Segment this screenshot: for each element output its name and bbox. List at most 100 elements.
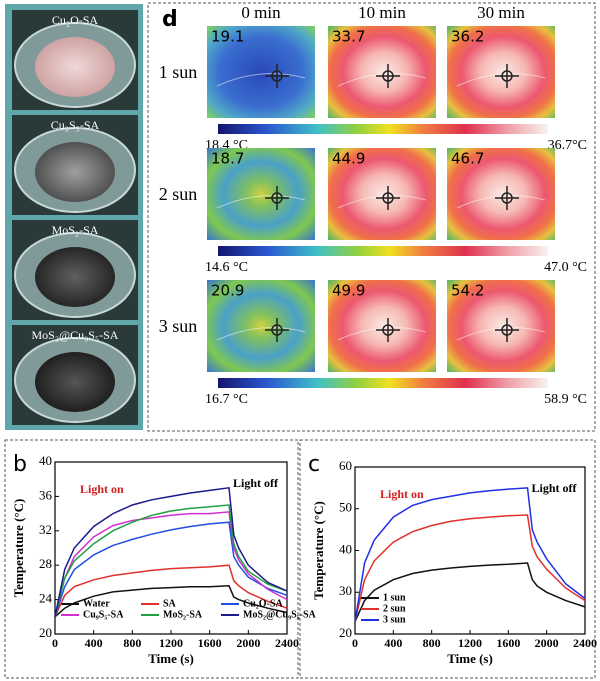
series-line bbox=[54, 511, 288, 617]
y-axis-title: Temperature (°C) bbox=[311, 501, 326, 600]
annotation: Light off bbox=[532, 481, 578, 495]
color-scale bbox=[218, 124, 548, 134]
sample-disk bbox=[35, 37, 115, 97]
thermal-image bbox=[207, 26, 315, 118]
thermal-image bbox=[328, 280, 436, 372]
y-tick-label: 20 bbox=[39, 625, 52, 640]
y-tick-label: 40 bbox=[339, 541, 352, 556]
y-tick-label: 28 bbox=[39, 556, 52, 571]
y-tick-label: 36 bbox=[39, 487, 53, 502]
y-tick-label: 24 bbox=[39, 591, 53, 606]
thermal-image bbox=[207, 280, 315, 372]
crosshair bbox=[265, 318, 289, 342]
temperature-reading: 54.2 bbox=[451, 282, 484, 300]
scale-max: 58.9 °C bbox=[544, 392, 587, 407]
x-axis-title: Time (s) bbox=[148, 651, 194, 666]
y-tick-label: 50 bbox=[339, 500, 352, 515]
x-tick-label: 1600 bbox=[496, 636, 520, 650]
series-line bbox=[354, 562, 586, 622]
sample-edge bbox=[337, 195, 427, 209]
temperature-reading: 19.1 bbox=[211, 28, 244, 46]
row-label: 2 sun bbox=[159, 184, 198, 204]
legend-label: Water bbox=[83, 598, 110, 609]
y-tick-label: 60 bbox=[339, 458, 352, 473]
x-tick-label: 2000 bbox=[535, 636, 559, 650]
crosshair bbox=[376, 186, 400, 210]
panel-label: d bbox=[162, 7, 178, 32]
scale-min: 16.7 °C bbox=[205, 392, 248, 407]
x-tick-label: 0 bbox=[52, 636, 58, 650]
scale-max: 47.0 °C bbox=[544, 260, 587, 275]
crosshair bbox=[495, 64, 519, 88]
x-tick-label: 0 bbox=[352, 636, 358, 650]
scale-max: 36.7°C bbox=[548, 138, 587, 153]
panel-label: b bbox=[13, 452, 27, 477]
series-line bbox=[354, 514, 586, 622]
plot-frame bbox=[54, 461, 288, 635]
legend-label: MoS₂-SA bbox=[163, 609, 203, 620]
sample-edge bbox=[216, 327, 306, 341]
legend-label: 1 sun bbox=[383, 592, 406, 603]
series-line bbox=[54, 564, 288, 618]
scale-min: 14.6 °C bbox=[205, 260, 248, 275]
x-tick-label: 2400 bbox=[275, 636, 299, 650]
x-tick-label: 400 bbox=[85, 636, 103, 650]
legend-label: MoS₂@Cu₉S₅-SA bbox=[243, 609, 317, 620]
sample-edge bbox=[337, 327, 427, 341]
legend-label: Cu₉S₅-SA bbox=[83, 609, 124, 620]
temperature-reading: 20.9 bbox=[211, 282, 244, 300]
series-line bbox=[54, 504, 288, 617]
panel-label: c bbox=[308, 452, 320, 477]
crosshair bbox=[376, 64, 400, 88]
x-tick-label: 2400 bbox=[573, 636, 597, 650]
thermal-image bbox=[207, 148, 315, 240]
x-tick-label: 800 bbox=[123, 636, 141, 650]
y-tick-label: 32 bbox=[39, 522, 52, 537]
plot-frame bbox=[354, 466, 586, 635]
legend-label: SA bbox=[163, 598, 177, 609]
y-axis-title: Temperature (°C) bbox=[11, 499, 26, 598]
legend-label: 3 sun bbox=[383, 614, 406, 625]
row-label: 3 sun bbox=[159, 316, 198, 336]
panel-b-frame bbox=[4, 439, 299, 679]
series-line bbox=[54, 585, 288, 618]
sample-edge bbox=[456, 195, 546, 209]
crosshair bbox=[265, 64, 289, 88]
thermal-image bbox=[328, 26, 436, 118]
y-tick-label: 30 bbox=[339, 583, 352, 598]
temperature-reading: 44.9 bbox=[332, 150, 365, 168]
thermal-image bbox=[447, 148, 555, 240]
thermal-image bbox=[328, 148, 436, 240]
series-line bbox=[354, 487, 586, 622]
y-tick-label: 40 bbox=[39, 453, 52, 468]
x-tick-label: 1600 bbox=[198, 636, 222, 650]
sample-disk bbox=[35, 247, 115, 307]
sample-disk bbox=[35, 142, 115, 202]
sample-edge bbox=[456, 327, 546, 341]
crosshair bbox=[495, 186, 519, 210]
temperature-reading: 49.9 bbox=[332, 282, 365, 300]
crosshair bbox=[265, 186, 289, 210]
color-scale bbox=[218, 378, 548, 388]
thermal-image bbox=[447, 26, 555, 118]
annotation: Light off bbox=[233, 476, 279, 490]
temperature-reading: 18.7 bbox=[211, 150, 244, 168]
temperature-reading: 33.7 bbox=[332, 28, 365, 46]
column-label: 10 min bbox=[358, 3, 406, 22]
x-tick-label: 1200 bbox=[458, 636, 482, 650]
sample-label: MoS₂-SA bbox=[52, 223, 99, 237]
sample-disk bbox=[35, 352, 115, 412]
sample-label: Cu₂O-SA bbox=[52, 13, 99, 27]
panel-c-frame bbox=[299, 439, 596, 679]
sample-edge bbox=[216, 73, 306, 87]
x-tick-label: 2000 bbox=[236, 636, 260, 650]
sample-edge bbox=[337, 73, 427, 87]
crosshair bbox=[376, 318, 400, 342]
legend-label: Cu₂O-SA bbox=[243, 598, 283, 609]
y-tick-label: 20 bbox=[339, 625, 352, 640]
x-tick-label: 400 bbox=[384, 636, 402, 650]
series-line bbox=[54, 521, 288, 618]
x-axis-title: Time (s) bbox=[447, 651, 493, 666]
column-label: 0 min bbox=[241, 3, 281, 22]
panel-d-frame bbox=[147, 2, 596, 432]
